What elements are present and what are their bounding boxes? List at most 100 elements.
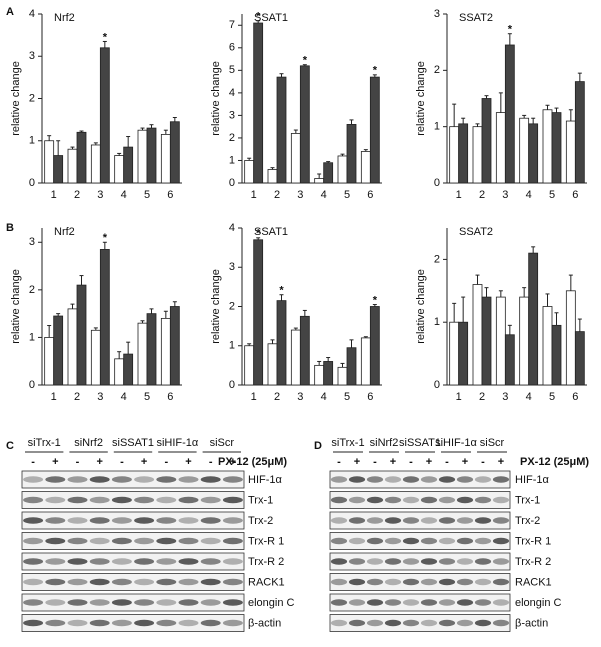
group-label: siTrx-1	[28, 437, 61, 449]
blot-band	[23, 558, 44, 565]
blot-band	[384, 578, 402, 586]
treatment-sign: +	[230, 456, 236, 468]
x-tick-label: 2	[274, 391, 280, 403]
blot-band	[492, 476, 510, 483]
blot-band	[178, 619, 199, 627]
blot-band	[156, 537, 177, 545]
treatment-sign: +	[354, 456, 360, 468]
blot-band	[111, 496, 132, 504]
panel-label: C	[6, 440, 14, 452]
y-tick-label: 3	[229, 261, 235, 273]
y-tick-label: 4	[29, 8, 35, 20]
y-tick-label: 4	[229, 87, 235, 99]
blot-strip	[329, 532, 511, 550]
x-tick-label: 5	[144, 189, 150, 201]
blot-band	[222, 537, 243, 545]
x-tick-label: 3	[97, 391, 103, 403]
x-tick-label: 6	[167, 391, 173, 403]
blot-band	[474, 599, 492, 606]
bar	[114, 155, 125, 184]
blot-band	[67, 558, 88, 565]
bar	[360, 151, 371, 184]
bar	[99, 47, 110, 184]
blot-band	[492, 496, 510, 504]
blot-band	[200, 599, 221, 606]
treatment-sign: +	[426, 456, 432, 468]
chart-title: SSAT2	[459, 226, 493, 238]
blot-band	[222, 599, 243, 606]
blot-band	[67, 537, 88, 545]
treatment-sign: +	[390, 456, 396, 468]
blot-band	[23, 599, 44, 606]
y-tick-label: 1	[229, 340, 235, 352]
bar	[495, 112, 506, 184]
blot-band	[330, 578, 348, 586]
blot-strip	[21, 552, 245, 571]
row-label: Trx-R 1	[248, 535, 284, 547]
blot-band	[67, 476, 88, 483]
blot-band	[456, 537, 474, 545]
blot-band	[330, 619, 348, 627]
x-tick-label: 6	[572, 189, 578, 201]
blot-band	[402, 599, 420, 606]
blot-strip	[329, 573, 511, 591]
y-tick-label: 0	[434, 379, 440, 391]
blot-band	[134, 476, 155, 483]
blot-band	[366, 517, 384, 524]
blot-band	[134, 496, 155, 504]
group-label: siHIF-1α	[156, 437, 198, 449]
blot-band	[402, 476, 420, 483]
x-tick-label: 2	[479, 189, 485, 201]
group-label: siScr	[210, 437, 235, 449]
blot-band	[330, 517, 348, 524]
treatment-sign: -	[76, 456, 80, 468]
bar	[160, 317, 171, 386]
blot-band	[178, 558, 199, 565]
blot-band	[402, 517, 420, 524]
annotation: *	[373, 65, 378, 77]
blot-band	[438, 496, 456, 504]
treatment-sign: +	[185, 456, 191, 468]
blot-strip	[21, 491, 245, 509]
bar	[314, 364, 325, 386]
blot-band	[134, 619, 155, 627]
bar	[574, 331, 585, 386]
bar	[53, 315, 64, 386]
treatment-sign: -	[409, 456, 413, 468]
annotation: *	[373, 294, 378, 306]
blot-band	[438, 599, 456, 606]
bar	[169, 121, 180, 184]
bar	[114, 358, 125, 386]
bar	[276, 300, 287, 386]
blot-band	[200, 619, 221, 627]
blot-band	[330, 476, 348, 483]
y-tick-label: 1	[229, 154, 235, 166]
blot-band	[156, 476, 177, 483]
blot-strip	[329, 511, 511, 530]
treatment-sign: -	[31, 456, 35, 468]
blot-strip	[329, 491, 511, 509]
bar	[504, 334, 515, 386]
y-tick-label: 5	[229, 64, 235, 76]
treatment-sign: -	[373, 456, 377, 468]
y-tick-label: 3	[434, 8, 440, 20]
blot-band	[348, 558, 366, 565]
annotation: *	[508, 24, 513, 36]
y-tick-label: 0	[229, 177, 235, 189]
blot-band	[45, 537, 66, 545]
blot-band	[420, 599, 438, 606]
bar	[276, 76, 287, 184]
y-tick-label: 0	[29, 379, 35, 391]
bar	[267, 169, 278, 184]
group-label: siHIF-1α	[435, 437, 477, 449]
treatment-sign: -	[209, 456, 213, 468]
blot-band	[456, 517, 474, 524]
blot-band	[456, 496, 474, 504]
blot-band	[474, 578, 492, 586]
blot-band	[200, 517, 221, 524]
row-label: Trx-R 2	[248, 556, 284, 568]
x-tick-label: 3	[502, 391, 508, 403]
y-tick-label: 7	[229, 19, 235, 31]
blot-band	[330, 558, 348, 565]
